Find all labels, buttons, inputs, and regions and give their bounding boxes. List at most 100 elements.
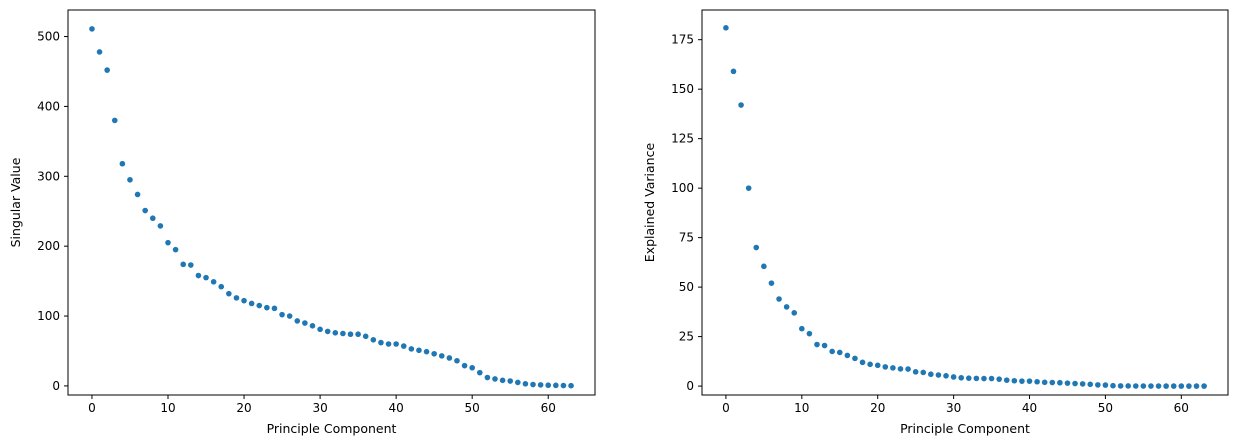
right-data-point — [829, 348, 835, 355]
left-plot-frame — [67, 9, 596, 396]
right-data-point — [1095, 382, 1101, 388]
right-data-point — [768, 280, 775, 286]
right-x-tick-label: 30 — [946, 401, 961, 415]
left-data-point — [309, 323, 316, 329]
left-x-tick-label: 40 — [388, 401, 403, 415]
right-data-point — [988, 375, 995, 382]
right-data-point — [776, 296, 782, 302]
right-y-tick-label: 0 — [686, 379, 694, 393]
right-data-point — [943, 372, 949, 379]
left-data-point — [492, 376, 498, 382]
right-data-point — [738, 102, 744, 108]
right-data-point — [1019, 378, 1025, 384]
right-y-tick-label: 100 — [671, 181, 694, 195]
right-x-tick-label: 40 — [1022, 401, 1037, 415]
right-points — [723, 25, 1207, 389]
right-data-point — [814, 341, 820, 348]
right-x-tick-label: 50 — [1098, 401, 1113, 415]
left-data-point — [385, 341, 392, 347]
right-data-point — [852, 355, 858, 362]
right-x-tick-label: 60 — [1174, 401, 1189, 415]
left-data-point — [461, 362, 468, 369]
right-data-point — [821, 342, 828, 349]
right-data-point — [1155, 383, 1162, 389]
right-y-tick-label: 50 — [679, 280, 694, 294]
left-x-tick-label: 30 — [312, 401, 327, 415]
right-ticks: 0 10 20 30 40 50 60 0 25 50 75 100 125 150 175 — [671, 33, 1189, 415]
right-data-point — [753, 244, 760, 251]
right-data-point — [1087, 381, 1094, 388]
right-data-point — [882, 364, 889, 370]
left-y-axis-label: Singular Value — [8, 157, 23, 247]
left-data-point — [515, 379, 521, 386]
left-data-point — [241, 297, 247, 304]
left-data-point — [111, 117, 118, 124]
left-data-point — [416, 347, 422, 354]
left-data-point — [340, 330, 346, 337]
left-data-point — [226, 290, 232, 297]
right-data-point — [1132, 383, 1139, 389]
right-data-point — [1072, 380, 1078, 387]
right-data-point — [1041, 379, 1048, 386]
right-data-point — [965, 375, 972, 381]
right-y-tick-label: 25 — [679, 330, 694, 344]
right-data-point — [890, 365, 896, 371]
left-ticks: 0 10 20 30 40 50 60 0 100 200 300 400 500 — [37, 30, 556, 415]
left-data-point — [393, 341, 399, 347]
right-data-point — [1117, 383, 1124, 389]
right-data-point — [1011, 377, 1018, 384]
right-data-point — [1140, 383, 1147, 389]
right-y-tick-label: 175 — [671, 33, 694, 47]
right-data-point — [973, 375, 980, 382]
left-data-point — [545, 382, 552, 389]
left-data-point — [286, 313, 293, 319]
left-data-point — [89, 26, 95, 32]
left-data-point — [317, 326, 323, 333]
left-y-tick-label: 300 — [37, 169, 60, 183]
left-chart: Principle Component Singular Value 0 10 20… — [8, 9, 596, 436]
right-data-point — [905, 366, 911, 372]
right-data-point — [874, 362, 881, 369]
right-data-point — [783, 304, 790, 310]
left-x-tick-label: 20 — [236, 401, 251, 415]
right-data-point — [928, 371, 934, 378]
right-data-point — [791, 310, 798, 316]
left-data-point — [484, 374, 491, 381]
left-y-tick-label: 400 — [37, 99, 60, 113]
right-data-point — [859, 359, 866, 366]
left-data-point — [233, 295, 240, 301]
left-data-point — [507, 378, 514, 384]
right-data-point — [920, 369, 927, 376]
left-data-point — [218, 283, 225, 290]
left-data-point — [499, 377, 506, 384]
left-x-tick-label: 0 — [88, 401, 96, 415]
right-data-point — [935, 372, 942, 378]
left-data-point — [119, 160, 126, 167]
left-y-tick-label: 500 — [37, 30, 60, 44]
left-data-point — [324, 328, 331, 335]
right-data-point — [1193, 383, 1200, 389]
left-data-point — [195, 272, 202, 279]
right-data-point — [745, 185, 752, 191]
right-data-point — [1034, 378, 1040, 385]
right-data-point — [1026, 378, 1033, 384]
left-data-point — [431, 350, 437, 357]
right-data-point — [723, 25, 729, 31]
left-points — [89, 26, 574, 389]
right-y-tick-label: 125 — [671, 132, 694, 146]
right-data-point — [844, 352, 851, 359]
right-data-point — [912, 369, 919, 375]
right-data-point — [996, 376, 1002, 382]
left-data-point — [378, 339, 384, 346]
left-data-point — [302, 320, 308, 326]
left-data-point — [210, 279, 217, 285]
left-data-point — [362, 333, 369, 340]
right-y-tick-label: 75 — [679, 231, 694, 245]
right-y-tick-label: 150 — [671, 82, 694, 96]
left-data-point — [248, 300, 255, 307]
right-data-point — [950, 374, 957, 380]
right-data-point — [1102, 382, 1109, 388]
left-data-point — [256, 302, 263, 309]
left-data-point — [560, 382, 567, 389]
